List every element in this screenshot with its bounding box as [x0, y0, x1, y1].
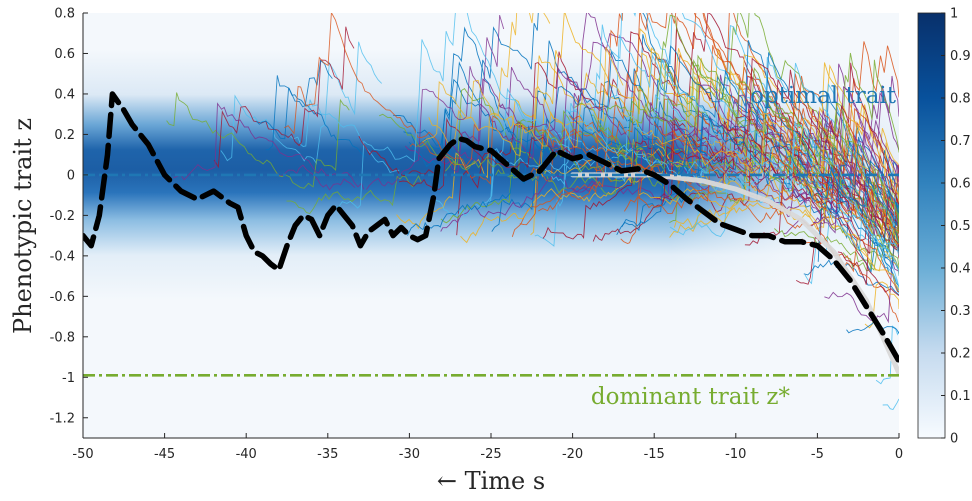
sample-trajectory [882, 398, 899, 411]
colorbar-tick-label: 0.8 [950, 92, 971, 107]
plot-area [83, 13, 899, 438]
y-tick-label: -0.8 [50, 330, 75, 345]
colorbar-tick-label: 0 [950, 432, 958, 447]
sample-trajectory [422, 13, 551, 143]
x-tick-label: -50 [72, 447, 93, 462]
sample-trajectory [366, 14, 505, 190]
x-tick-label: 0 [895, 447, 903, 462]
colorbar-tick-label: 0.3 [950, 304, 971, 319]
optimal-trait-annotation: optimal trait [750, 83, 897, 109]
colorbar-ticks: 1 0.9 0.8 0.7 0.6 0.5 0.4 0.3 0.2 0.1 0 [941, 7, 971, 447]
x-axis-label: ← Time s [437, 467, 545, 495]
sample-trajectory [166, 92, 350, 189]
sample-trajectory [638, 174, 899, 291]
colorbar: 1 0.9 0.8 0.7 0.6 0.5 0.4 0.3 0.2 0.1 0 [917, 7, 971, 447]
sample-trajectory [519, 73, 899, 235]
colorbar-tick-label: 0.7 [950, 134, 971, 149]
colorbar-tick-label: 0.6 [950, 177, 971, 192]
sample-trajectory [767, 101, 899, 224]
sample-trajectory [875, 325, 899, 385]
sample-trajectory [574, 14, 899, 234]
sample-trajectory [407, 112, 899, 236]
sample-trajectory [286, 174, 422, 215]
x-tick-label: -5 [811, 447, 824, 462]
sample-trajectory [797, 136, 899, 227]
sample-trajectory [538, 99, 899, 224]
sample-trajectory [283, 13, 479, 168]
colorbar-tick-label: 0.5 [950, 219, 971, 234]
sample-trajectory [428, 47, 624, 157]
sample-trajectory [334, 13, 528, 209]
dominant-trait-annotation: dominant trait z* [591, 384, 791, 410]
y-ticks: 0.8 0.6 0.4 0.2 0 -0.2 -0.4 -0.6 -0.8 -1 -1.2 [50, 7, 88, 426]
sample-trajectory [213, 26, 355, 169]
sample-trajectory [607, 58, 899, 276]
sample-trajectory [549, 13, 899, 288]
colorbar-gradient [917, 12, 946, 439]
x-tick-label: -35 [317, 447, 338, 462]
y-axis-label: Phenotypic trait z [9, 118, 37, 334]
colorbar-tick-label: 0.4 [950, 262, 971, 277]
sample-trajectory [846, 318, 899, 334]
sample-trajectory [409, 115, 498, 185]
sample-trajectories [166, 13, 899, 411]
colorbar-tick-label: 0.2 [950, 347, 971, 362]
x-tick-label: -25 [480, 447, 501, 462]
y-tick-label: 0.2 [54, 128, 75, 143]
x-tick-label: -30 [399, 447, 420, 462]
sample-trajectory [220, 41, 383, 165]
sample-trajectory [398, 95, 580, 190]
colorbar-tick-label: 0.1 [950, 389, 971, 404]
deterministic-trend-line [570, 172, 899, 376]
y-tick-label: 0.4 [54, 87, 75, 102]
y-tick-label: -0.2 [50, 209, 75, 224]
sample-trajectory [590, 61, 899, 268]
sample-trajectory [569, 13, 899, 201]
y-tick-label: 0 [67, 168, 75, 183]
sample-trajectory [572, 103, 899, 215]
x-tick-label: -40 [236, 447, 257, 462]
sample-trajectory [842, 211, 899, 272]
sample-trajectory [440, 94, 899, 232]
colorbar-tick-label: 1 [950, 7, 958, 22]
y-tick-label: -1 [62, 371, 75, 386]
sample-trajectory [803, 259, 899, 296]
sample-trajectory [288, 99, 400, 173]
sample-trajectory [624, 109, 899, 233]
sample-trajectory [689, 160, 899, 256]
x-tick-label: -45 [154, 447, 175, 462]
sample-trajectory [732, 57, 899, 205]
x-tick-label: -15 [644, 447, 665, 462]
sample-trajectory [824, 259, 899, 324]
sample-trajectory [451, 66, 899, 185]
y-tick-label: 0.8 [54, 7, 75, 22]
x-tick-label: -10 [725, 447, 746, 462]
y-tick-label: -0.4 [50, 249, 75, 264]
y-tick-label: 0.6 [54, 47, 75, 62]
sample-trajectory [864, 281, 899, 329]
sample-trajectory [440, 92, 899, 228]
x-ticks: -50 -45 -40 -35 -30 -25 -20 -15 -10 -5 0 [72, 433, 903, 462]
sample-trajectory [659, 139, 899, 297]
sample-trajectory [173, 102, 365, 190]
sample-trajectory [358, 135, 434, 177]
colorbar-tick-label: 0.9 [950, 49, 971, 64]
sample-trajectory [621, 62, 899, 205]
x-tick-label: -20 [562, 447, 583, 462]
sample-trajectory [275, 164, 356, 191]
sample-trajectory [616, 93, 899, 236]
axes: -50 -45 -40 -35 -30 -25 -20 -15 -10 -5 0 0.80.60.4… [50, 7, 904, 463]
y-tick-label: -0.6 [50, 290, 75, 305]
sample-trajectory [638, 120, 899, 224]
series-layer [83, 91, 899, 377]
sample-trajectory [256, 59, 333, 140]
sample-trajectory [744, 184, 899, 246]
sample-trajectory [491, 40, 899, 252]
mean-trajectory-line [83, 91, 899, 364]
y-tick-label: -1.2 [50, 411, 75, 426]
sample-trajectory [592, 115, 899, 242]
